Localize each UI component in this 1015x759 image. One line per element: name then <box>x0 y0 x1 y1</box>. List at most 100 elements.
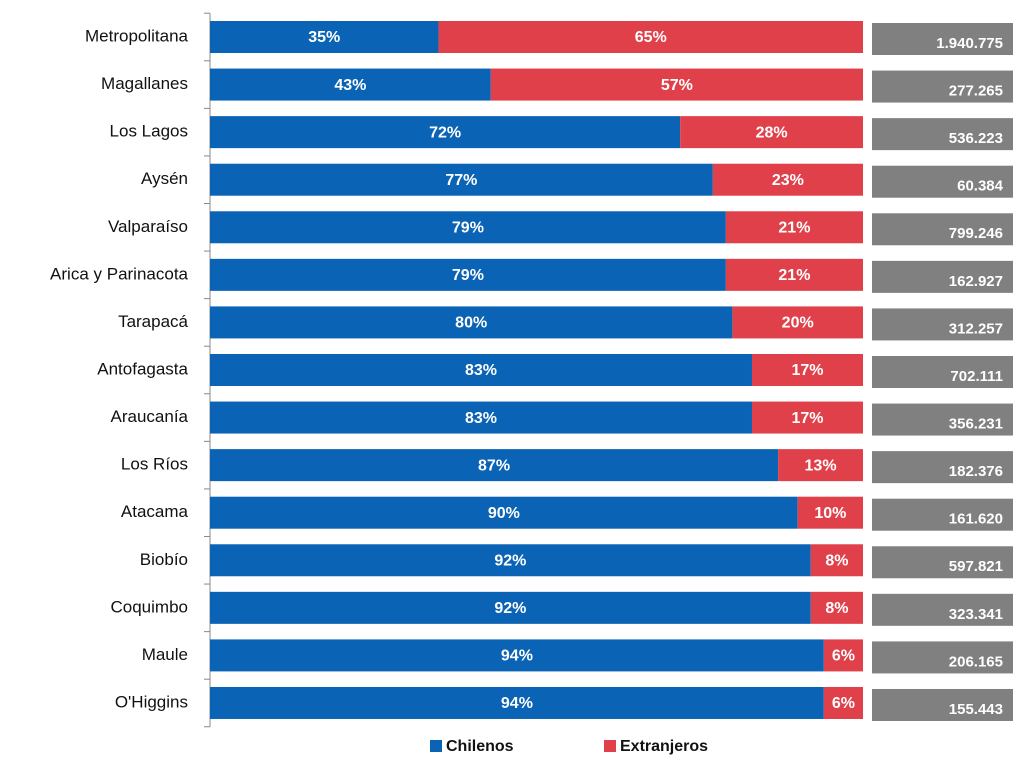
value-label: 87% <box>478 457 510 474</box>
value-label: 83% <box>465 410 497 427</box>
value-label: 43% <box>334 77 366 94</box>
legend-label: Extranjeros <box>620 738 708 755</box>
total-label: 536.223 <box>949 130 1003 147</box>
total-box <box>872 641 1013 674</box>
category-label: Arica y Parinacota <box>50 264 188 283</box>
value-label: 20% <box>782 315 814 332</box>
bar-segment <box>210 686 824 719</box>
category-label: Araucanía <box>111 407 189 426</box>
bar-segment <box>823 686 863 719</box>
total-label: 1.940.775 <box>936 35 1003 52</box>
total-box <box>872 118 1013 151</box>
value-label: 94% <box>501 648 533 665</box>
total-label: 323.341 <box>949 606 1003 623</box>
total-label: 702.111 <box>950 368 1003 385</box>
value-label: 10% <box>814 505 846 522</box>
value-label: 83% <box>465 362 497 379</box>
total-box <box>872 688 1013 721</box>
category-label: Maule <box>142 645 188 664</box>
category-label: Antofagasta <box>97 359 188 378</box>
bar-segment <box>751 353 863 386</box>
bar-segment <box>210 306 733 339</box>
value-label: 35% <box>308 29 340 46</box>
bar-segment <box>210 163 713 196</box>
value-label: 79% <box>452 219 484 236</box>
legend-label: Chilenos <box>446 738 514 755</box>
category-label: Magallanes <box>101 74 188 93</box>
category-label: Atacama <box>121 502 189 521</box>
bar-segment <box>210 591 811 624</box>
value-label: 80% <box>455 315 487 332</box>
category-label: Tarapacá <box>118 312 188 331</box>
total-box <box>872 403 1013 436</box>
bar-segment <box>210 258 726 291</box>
total-box <box>872 23 1013 55</box>
bar-segment <box>680 116 863 149</box>
value-label: 94% <box>501 695 533 712</box>
bar-segment <box>823 639 863 672</box>
category-label: Coquimbo <box>111 597 189 616</box>
bar-segment <box>725 211 863 244</box>
value-label: 72% <box>429 124 461 141</box>
total-box <box>872 308 1013 341</box>
bar-segment <box>751 401 863 434</box>
bar-segment <box>810 591 863 624</box>
total-box <box>872 165 1013 198</box>
value-label: 57% <box>661 77 693 94</box>
total-label: 155.443 <box>949 701 1003 718</box>
value-label: 6% <box>832 695 855 712</box>
category-label: Los Lagos <box>110 122 188 141</box>
bar-segment <box>725 258 863 291</box>
bar-segment <box>438 21 863 53</box>
value-label: 17% <box>791 362 823 379</box>
value-label: 21% <box>778 219 810 236</box>
bar-segment <box>712 163 863 196</box>
bar-segment <box>210 211 726 244</box>
category-label: O'Higgins <box>115 692 188 711</box>
value-label: 8% <box>825 600 848 617</box>
total-box <box>872 213 1013 246</box>
total-label: 277.265 <box>949 83 1003 100</box>
bar-segment <box>732 306 863 339</box>
bar-segment <box>210 496 798 529</box>
legend-swatch <box>430 740 442 752</box>
total-box <box>872 498 1013 531</box>
total-label: 312.257 <box>949 320 1003 337</box>
bar-segment <box>797 496 863 529</box>
value-label: 79% <box>452 267 484 284</box>
total-box <box>872 451 1013 484</box>
total-label: 597.821 <box>949 558 1003 575</box>
category-label: Los Ríos <box>121 455 188 474</box>
value-label: 6% <box>832 648 855 665</box>
bar-segment <box>210 544 811 577</box>
legend-swatch <box>604 740 616 752</box>
total-label: 182.376 <box>949 463 1003 480</box>
bar-segment <box>210 68 491 101</box>
category-label: Biobío <box>140 550 188 569</box>
bar-segment <box>778 449 863 482</box>
total-label: 356.231 <box>949 416 1003 433</box>
value-label: 92% <box>494 552 526 569</box>
bar-segment <box>210 449 779 482</box>
total-label: 799.246 <box>949 225 1003 242</box>
category-label: Metropolitana <box>85 26 189 45</box>
total-label: 206.165 <box>949 653 1003 670</box>
total-label: 162.927 <box>949 273 1003 290</box>
value-label: 8% <box>825 552 848 569</box>
value-label: 28% <box>756 124 788 141</box>
bar-segment <box>810 544 863 577</box>
value-label: 13% <box>805 457 837 474</box>
bar-segment <box>210 353 752 386</box>
total-box <box>872 546 1013 579</box>
value-label: 21% <box>778 267 810 284</box>
value-label: 77% <box>445 172 477 189</box>
bar-segment <box>210 639 824 672</box>
total-box <box>872 593 1013 626</box>
bar-segment <box>490 68 863 101</box>
bar-segment <box>210 116 681 149</box>
total-box <box>872 260 1013 293</box>
total-label: 161.620 <box>949 511 1003 528</box>
total-box <box>872 355 1013 388</box>
